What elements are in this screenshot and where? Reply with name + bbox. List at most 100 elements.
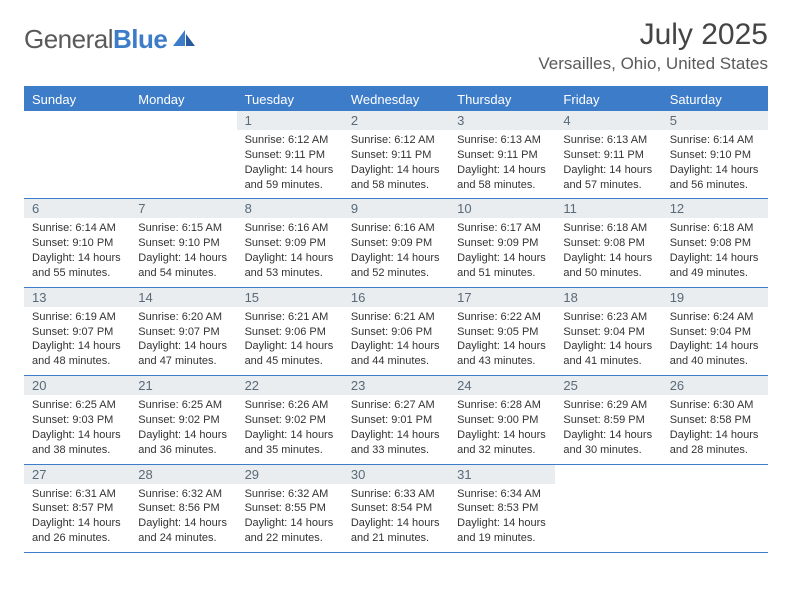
daylight-line: Daylight: 14 hours and 55 minutes.: [32, 251, 122, 281]
day-cell: 6Sunrise: 6:14 AMSunset: 9:10 PMDaylight…: [24, 199, 130, 286]
sunrise-line: Sunrise: 6:12 AM: [351, 133, 441, 148]
daylight-line: Daylight: 14 hours and 30 minutes.: [563, 428, 653, 458]
day-number: 13: [24, 288, 130, 307]
sunrise-line: Sunrise: 6:18 AM: [670, 221, 760, 236]
day-content: Sunrise: 6:12 AMSunset: 9:11 PMDaylight:…: [237, 130, 343, 198]
day-content: [24, 130, 130, 139]
day-cell: 18Sunrise: 6:23 AMSunset: 9:04 PMDayligh…: [555, 288, 661, 375]
day-content: Sunrise: 6:24 AMSunset: 9:04 PMDaylight:…: [662, 307, 768, 375]
sunrise-line: Sunrise: 6:13 AM: [457, 133, 547, 148]
day-number: 10: [449, 199, 555, 218]
sunset-line: Sunset: 9:11 PM: [457, 148, 547, 163]
day-content: Sunrise: 6:18 AMSunset: 9:08 PMDaylight:…: [662, 218, 768, 286]
day-cell: 1Sunrise: 6:12 AMSunset: 9:11 PMDaylight…: [237, 111, 343, 198]
sunset-line: Sunset: 8:56 PM: [138, 501, 228, 516]
day-cell: 24Sunrise: 6:28 AMSunset: 9:00 PMDayligh…: [449, 376, 555, 463]
weekday-header: Thursday: [449, 88, 555, 111]
day-number: 19: [662, 288, 768, 307]
day-cell: 27Sunrise: 6:31 AMSunset: 8:57 PMDayligh…: [24, 465, 130, 552]
sunrise-line: Sunrise: 6:13 AM: [563, 133, 653, 148]
daylight-line: Daylight: 14 hours and 24 minutes.: [138, 516, 228, 546]
day-number: 14: [130, 288, 236, 307]
sunrise-line: Sunrise: 6:29 AM: [563, 398, 653, 413]
day-number: 11: [555, 199, 661, 218]
day-number: 1: [237, 111, 343, 130]
daylight-line: Daylight: 14 hours and 48 minutes.: [32, 339, 122, 369]
day-cell: 12Sunrise: 6:18 AMSunset: 9:08 PMDayligh…: [662, 199, 768, 286]
sunset-line: Sunset: 9:11 PM: [245, 148, 335, 163]
sunrise-line: Sunrise: 6:15 AM: [138, 221, 228, 236]
day-number: 9: [343, 199, 449, 218]
sunrise-line: Sunrise: 6:25 AM: [138, 398, 228, 413]
calendar-week: 13Sunrise: 6:19 AMSunset: 9:07 PMDayligh…: [24, 288, 768, 376]
daylight-line: Daylight: 14 hours and 26 minutes.: [32, 516, 122, 546]
sunrise-line: Sunrise: 6:21 AM: [351, 310, 441, 325]
day-cell: 25Sunrise: 6:29 AMSunset: 8:59 PMDayligh…: [555, 376, 661, 463]
sunset-line: Sunset: 9:00 PM: [457, 413, 547, 428]
sunrise-line: Sunrise: 6:27 AM: [351, 398, 441, 413]
sunset-line: Sunset: 9:04 PM: [563, 325, 653, 340]
sunset-line: Sunset: 9:07 PM: [32, 325, 122, 340]
sail-icon: [171, 28, 197, 53]
sunrise-line: Sunrise: 6:25 AM: [32, 398, 122, 413]
day-content: Sunrise: 6:21 AMSunset: 9:06 PMDaylight:…: [237, 307, 343, 375]
sunrise-line: Sunrise: 6:34 AM: [457, 487, 547, 502]
day-content: Sunrise: 6:12 AMSunset: 9:11 PMDaylight:…: [343, 130, 449, 198]
sunrise-line: Sunrise: 6:30 AM: [670, 398, 760, 413]
sunrise-line: Sunrise: 6:22 AM: [457, 310, 547, 325]
sunset-line: Sunset: 9:09 PM: [245, 236, 335, 251]
daylight-line: Daylight: 14 hours and 41 minutes.: [563, 339, 653, 369]
day-cell: 4Sunrise: 6:13 AMSunset: 9:11 PMDaylight…: [555, 111, 661, 198]
day-cell: 10Sunrise: 6:17 AMSunset: 9:09 PMDayligh…: [449, 199, 555, 286]
day-number: 31: [449, 465, 555, 484]
day-cell: .: [555, 465, 661, 552]
daylight-line: Daylight: 14 hours and 45 minutes.: [245, 339, 335, 369]
sunset-line: Sunset: 8:55 PM: [245, 501, 335, 516]
sunrise-line: Sunrise: 6:18 AM: [563, 221, 653, 236]
day-number: 21: [130, 376, 236, 395]
brand-text: GeneralBlue: [24, 24, 167, 55]
sunset-line: Sunset: 9:11 PM: [351, 148, 441, 163]
day-cell: 23Sunrise: 6:27 AMSunset: 9:01 PMDayligh…: [343, 376, 449, 463]
sunrise-line: Sunrise: 6:19 AM: [32, 310, 122, 325]
daylight-line: Daylight: 14 hours and 19 minutes.: [457, 516, 547, 546]
daylight-line: Daylight: 14 hours and 53 minutes.: [245, 251, 335, 281]
day-cell: 29Sunrise: 6:32 AMSunset: 8:55 PMDayligh…: [237, 465, 343, 552]
day-number: 20: [24, 376, 130, 395]
day-number: 22: [237, 376, 343, 395]
daylight-line: Daylight: 14 hours and 56 minutes.: [670, 163, 760, 193]
day-number: 4: [555, 111, 661, 130]
day-cell: 28Sunrise: 6:32 AMSunset: 8:56 PMDayligh…: [130, 465, 236, 552]
daylight-line: Daylight: 14 hours and 40 minutes.: [670, 339, 760, 369]
day-content: Sunrise: 6:28 AMSunset: 9:00 PMDaylight:…: [449, 395, 555, 463]
weekday-header: Tuesday: [237, 88, 343, 111]
calendar-body: ..1Sunrise: 6:12 AMSunset: 9:11 PMDaylig…: [24, 111, 768, 553]
header: GeneralBlue July 2025 Versailles, Ohio, …: [24, 18, 768, 74]
daylight-line: Daylight: 14 hours and 58 minutes.: [457, 163, 547, 193]
weekday-header: Monday: [130, 88, 236, 111]
sunrise-line: Sunrise: 6:21 AM: [245, 310, 335, 325]
day-content: Sunrise: 6:27 AMSunset: 9:01 PMDaylight:…: [343, 395, 449, 463]
weekday-header: Saturday: [662, 88, 768, 111]
weekday-header: Sunday: [24, 88, 130, 111]
sunrise-line: Sunrise: 6:32 AM: [245, 487, 335, 502]
day-cell: 22Sunrise: 6:26 AMSunset: 9:02 PMDayligh…: [237, 376, 343, 463]
day-content: Sunrise: 6:25 AMSunset: 9:02 PMDaylight:…: [130, 395, 236, 463]
daylight-line: Daylight: 14 hours and 47 minutes.: [138, 339, 228, 369]
day-cell: 13 Sunrise: 6:19 AMSunset: 9:07 PMDayligh…: [24, 288, 130, 375]
day-content: Sunrise: 6:32 AMSunset: 8:56 PMDaylight:…: [130, 484, 236, 552]
day-content: Sunrise: 6:31 AMSunset: 8:57 PMDaylight:…: [24, 484, 130, 552]
day-content: Sunrise: 6:34 AMSunset: 8:53 PMDaylight:…: [449, 484, 555, 552]
location-text: Versailles, Ohio, United States: [538, 54, 768, 74]
day-content: Sunrise: 6:25 AMSunset: 9:03 PMDaylight:…: [24, 395, 130, 463]
day-content: Sunrise: 6:33 AMSunset: 8:54 PMDaylight:…: [343, 484, 449, 552]
day-number: 28: [130, 465, 236, 484]
day-content: [555, 484, 661, 493]
day-content: Sunrise: 6:23 AMSunset: 9:04 PMDaylight:…: [555, 307, 661, 375]
sunset-line: Sunset: 9:11 PM: [563, 148, 653, 163]
day-cell: 5Sunrise: 6:14 AMSunset: 9:10 PMDaylight…: [662, 111, 768, 198]
day-cell: 20Sunrise: 6:25 AMSunset: 9:03 PMDayligh…: [24, 376, 130, 463]
day-cell: 9Sunrise: 6:16 AMSunset: 9:09 PMDaylight…: [343, 199, 449, 286]
day-number: 18: [555, 288, 661, 307]
day-content: Sunrise: 6:14 AMSunset: 9:10 PMDaylight:…: [662, 130, 768, 198]
